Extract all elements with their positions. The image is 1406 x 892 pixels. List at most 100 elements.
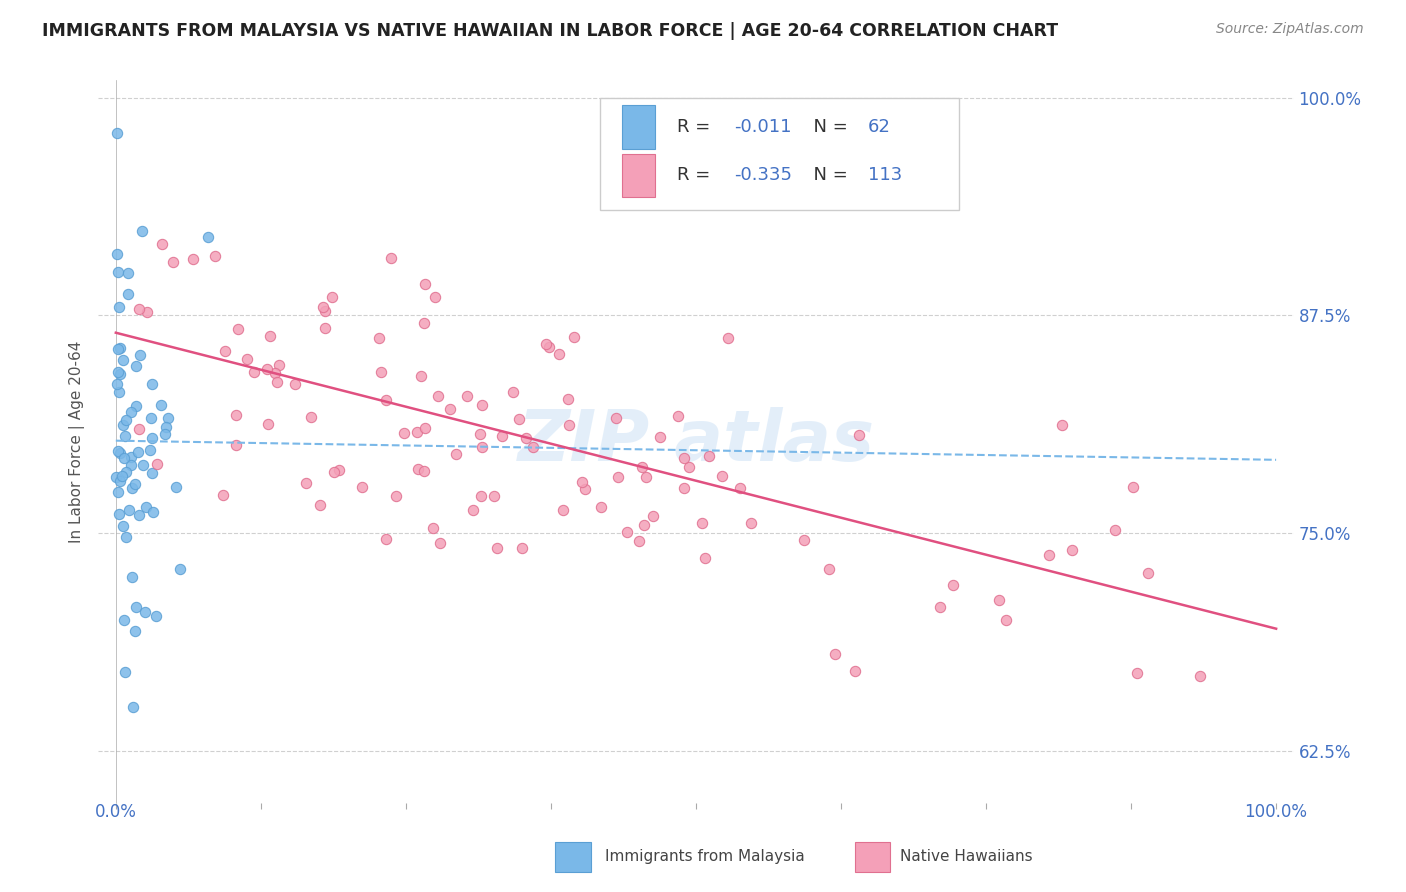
Point bbox=[534, 337, 557, 351]
Point bbox=[124, 399, 146, 413]
Point bbox=[211, 487, 233, 501]
Point bbox=[1050, 417, 1073, 432]
Point bbox=[197, 229, 219, 244]
Point bbox=[115, 465, 138, 479]
Point bbox=[169, 562, 191, 576]
Point bbox=[214, 344, 236, 359]
Point bbox=[145, 609, 167, 624]
Bar bbox=[621, 105, 655, 149]
Point bbox=[121, 570, 143, 584]
Point bbox=[314, 321, 336, 335]
Point bbox=[112, 451, 135, 466]
Point bbox=[112, 352, 135, 367]
Point bbox=[648, 430, 671, 444]
Point bbox=[710, 469, 733, 483]
Point bbox=[122, 700, 145, 714]
Point bbox=[128, 422, 150, 436]
Point bbox=[115, 413, 138, 427]
Point bbox=[848, 428, 870, 442]
Point bbox=[321, 290, 343, 304]
Y-axis label: In Labor Force | Age 20-64: In Labor Force | Age 20-64 bbox=[69, 341, 86, 542]
Point bbox=[108, 508, 131, 522]
Text: Native Hawaiians: Native Hawaiians bbox=[900, 849, 1032, 863]
Point bbox=[1038, 548, 1060, 562]
Point bbox=[299, 409, 322, 424]
Point bbox=[141, 466, 163, 480]
Point bbox=[156, 411, 179, 425]
Point bbox=[463, 502, 485, 516]
Text: -0.011: -0.011 bbox=[734, 118, 792, 136]
Point bbox=[107, 265, 129, 279]
Point bbox=[141, 377, 163, 392]
Point bbox=[427, 389, 450, 403]
Point bbox=[392, 425, 415, 440]
Point bbox=[236, 352, 259, 367]
Point bbox=[470, 489, 492, 503]
Point bbox=[471, 440, 494, 454]
Text: -0.335: -0.335 bbox=[734, 166, 792, 185]
Point bbox=[117, 266, 139, 280]
Point bbox=[1122, 480, 1144, 494]
Point bbox=[468, 426, 491, 441]
Point bbox=[928, 600, 950, 615]
Point bbox=[666, 409, 689, 424]
Point bbox=[1188, 669, 1211, 683]
Point bbox=[491, 429, 513, 443]
Point bbox=[673, 450, 696, 465]
Point bbox=[127, 444, 149, 458]
Point bbox=[370, 365, 392, 379]
Point bbox=[551, 502, 574, 516]
Point bbox=[574, 482, 596, 496]
Point bbox=[266, 376, 288, 390]
Point bbox=[125, 359, 148, 373]
Point bbox=[139, 411, 162, 425]
Point bbox=[311, 300, 333, 314]
Text: IMMIGRANTS FROM MALAYSIA VS NATIVE HAWAIIAN IN LABOR FORCE | AGE 20-64 CORRELATI: IMMIGRANTS FROM MALAYSIA VS NATIVE HAWAI… bbox=[42, 22, 1059, 40]
Point bbox=[692, 516, 714, 531]
Point bbox=[146, 457, 169, 471]
Point bbox=[824, 647, 846, 661]
Point bbox=[717, 331, 740, 345]
Point bbox=[564, 329, 586, 343]
Text: Source: ZipAtlas.com: Source: ZipAtlas.com bbox=[1216, 22, 1364, 37]
Point bbox=[406, 462, 429, 476]
Point bbox=[641, 508, 664, 523]
Point bbox=[105, 126, 128, 140]
Point bbox=[942, 578, 965, 592]
Point bbox=[108, 446, 131, 460]
Point bbox=[134, 605, 156, 619]
Point bbox=[444, 447, 467, 461]
Point bbox=[120, 450, 142, 464]
Point bbox=[108, 384, 131, 399]
Point bbox=[510, 541, 533, 555]
Point bbox=[149, 398, 172, 412]
Point bbox=[295, 475, 318, 490]
FancyBboxPatch shape bbox=[600, 98, 959, 211]
Point bbox=[104, 470, 127, 484]
Point bbox=[128, 301, 150, 316]
Point bbox=[384, 489, 406, 503]
Point bbox=[456, 389, 478, 403]
Point bbox=[515, 432, 537, 446]
Point bbox=[225, 408, 247, 422]
Point bbox=[375, 392, 398, 407]
Point bbox=[120, 404, 142, 418]
Point bbox=[405, 425, 427, 439]
Point bbox=[165, 480, 187, 494]
Point bbox=[264, 366, 287, 380]
Point bbox=[107, 485, 129, 500]
Point bbox=[204, 249, 226, 263]
Point bbox=[162, 255, 184, 269]
Point bbox=[693, 551, 716, 566]
Text: 113: 113 bbox=[868, 166, 903, 185]
Point bbox=[131, 224, 153, 238]
Point bbox=[844, 664, 866, 678]
Point bbox=[409, 369, 432, 384]
Point bbox=[121, 481, 143, 495]
Point bbox=[107, 343, 129, 357]
Point bbox=[589, 500, 612, 515]
Point bbox=[135, 500, 157, 514]
Point bbox=[482, 489, 505, 503]
Point bbox=[616, 524, 638, 539]
Point bbox=[423, 290, 446, 304]
